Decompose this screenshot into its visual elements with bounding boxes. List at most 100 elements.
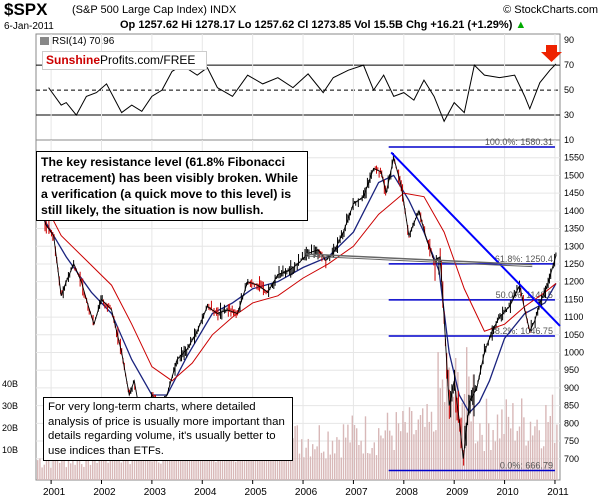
volume-bar	[481, 434, 483, 480]
rsi-line	[48, 63, 557, 123]
volume-bar	[483, 451, 485, 480]
volume-bar	[391, 435, 393, 480]
rsi-legend-swatch	[40, 37, 49, 45]
volume-bar	[474, 443, 477, 480]
quote-summary: Op 1257.62 Hi 1278.17 Lo 1257.62 Cl 1273…	[120, 19, 526, 31]
volume-bar	[105, 460, 107, 480]
volume-bar	[175, 449, 177, 480]
volume-bar	[241, 445, 243, 480]
volume-bar	[213, 444, 215, 480]
volume-bar	[329, 454, 331, 480]
quote-values: Op 1257.62 Hi 1278.17 Lo 1257.62 Cl 1273…	[120, 19, 513, 31]
rsi-tick-50: 50	[564, 85, 574, 95]
volume-bar	[48, 458, 50, 480]
volume-bar	[127, 456, 129, 480]
volume-bar	[193, 459, 195, 480]
trendline-channel	[305, 255, 533, 268]
volume-bar	[459, 431, 461, 480]
volume-bar	[166, 445, 169, 480]
volume-bar	[323, 451, 325, 480]
volume-bar	[56, 460, 59, 480]
volume-bar	[360, 440, 362, 480]
volume-bar	[367, 453, 369, 480]
volume-bar	[373, 442, 375, 480]
volume-bar	[151, 461, 153, 480]
moving-average-short-line	[40, 192, 557, 382]
volume-bar	[551, 394, 554, 480]
volume-bar	[100, 453, 103, 480]
volume-bar	[351, 415, 353, 480]
volume-bar	[404, 421, 406, 480]
volume-bar	[287, 456, 290, 480]
volume-bar	[384, 430, 386, 480]
brand-credit[interactable]: © StockCharts.com	[503, 4, 598, 16]
volume-bar	[155, 451, 158, 480]
volume-bar	[83, 466, 85, 480]
volume-bar	[177, 450, 180, 480]
volume-bar	[395, 412, 397, 480]
volume-bar	[371, 447, 373, 480]
volume-bar	[349, 442, 351, 480]
volume-bar	[413, 434, 415, 480]
volume-bar	[111, 455, 114, 480]
x-tick-2002: 2002	[93, 487, 116, 498]
volume-bar	[521, 398, 523, 480]
x-tick-2005: 2005	[245, 487, 268, 498]
volume-bar	[331, 440, 334, 480]
price-tick-1500: 1500	[564, 170, 584, 180]
volume-bar	[279, 451, 281, 480]
volume-bar	[455, 357, 457, 480]
price-tick-700: 700	[564, 454, 579, 464]
price-tick-950: 950	[564, 365, 579, 375]
volume-bar	[290, 459, 292, 480]
volume-bar	[490, 449, 492, 480]
volume-bar	[70, 463, 72, 480]
volume-bar	[353, 424, 356, 480]
volume-bar	[268, 454, 270, 480]
volume-bar	[457, 371, 459, 480]
volume-bar	[538, 430, 540, 480]
volume-bar	[235, 461, 237, 480]
volume-bar	[327, 431, 329, 480]
volume-bar	[547, 422, 549, 480]
volume-bar	[129, 464, 131, 480]
volume-bar	[554, 443, 556, 480]
volume-bar	[549, 415, 551, 480]
volume-bar	[78, 456, 81, 480]
volume-bar	[375, 455, 378, 480]
volume-bar	[444, 402, 446, 480]
fib-level-label: 38.2%: 1046.75	[490, 326, 553, 336]
volume-bar	[309, 456, 312, 480]
volume-bar	[525, 445, 527, 480]
volume-bar	[39, 458, 41, 480]
volume-bar	[248, 444, 250, 480]
volume-tick-10B: 10B	[2, 445, 18, 455]
volume-bar	[147, 443, 149, 480]
volume-bar	[347, 424, 349, 480]
volume-bar	[92, 456, 94, 480]
volume-bar	[312, 444, 314, 480]
volume-bar	[477, 441, 479, 480]
volume-bar	[54, 456, 56, 480]
volume-bar	[215, 462, 217, 480]
price-tick-1200: 1200	[564, 277, 584, 287]
volume-bar	[298, 453, 301, 480]
volume-bar	[378, 428, 380, 480]
volume-bar	[294, 426, 296, 480]
volume-bar	[160, 463, 162, 480]
volume-bar	[45, 460, 48, 480]
volume-tick-30B: 30B	[2, 401, 18, 411]
volume-bar	[514, 440, 516, 480]
price-tick-1150: 1150	[564, 294, 583, 304]
volume-bar	[428, 421, 430, 480]
volume-bar	[437, 352, 439, 480]
x-tick-2008: 2008	[396, 487, 419, 498]
chart-description: (S&P 500 Large Cap Index) INDX	[72, 4, 237, 16]
volume-bar	[402, 410, 404, 480]
volume-bar	[61, 451, 63, 480]
volume-bar	[545, 404, 547, 480]
volume-bar	[320, 452, 323, 480]
volume-bar	[512, 403, 514, 480]
sunshineprofits-watermark[interactable]: SunshineProfits.com/FREE	[42, 51, 207, 70]
fib-level-label: 0.0%: 666.79	[500, 461, 553, 471]
